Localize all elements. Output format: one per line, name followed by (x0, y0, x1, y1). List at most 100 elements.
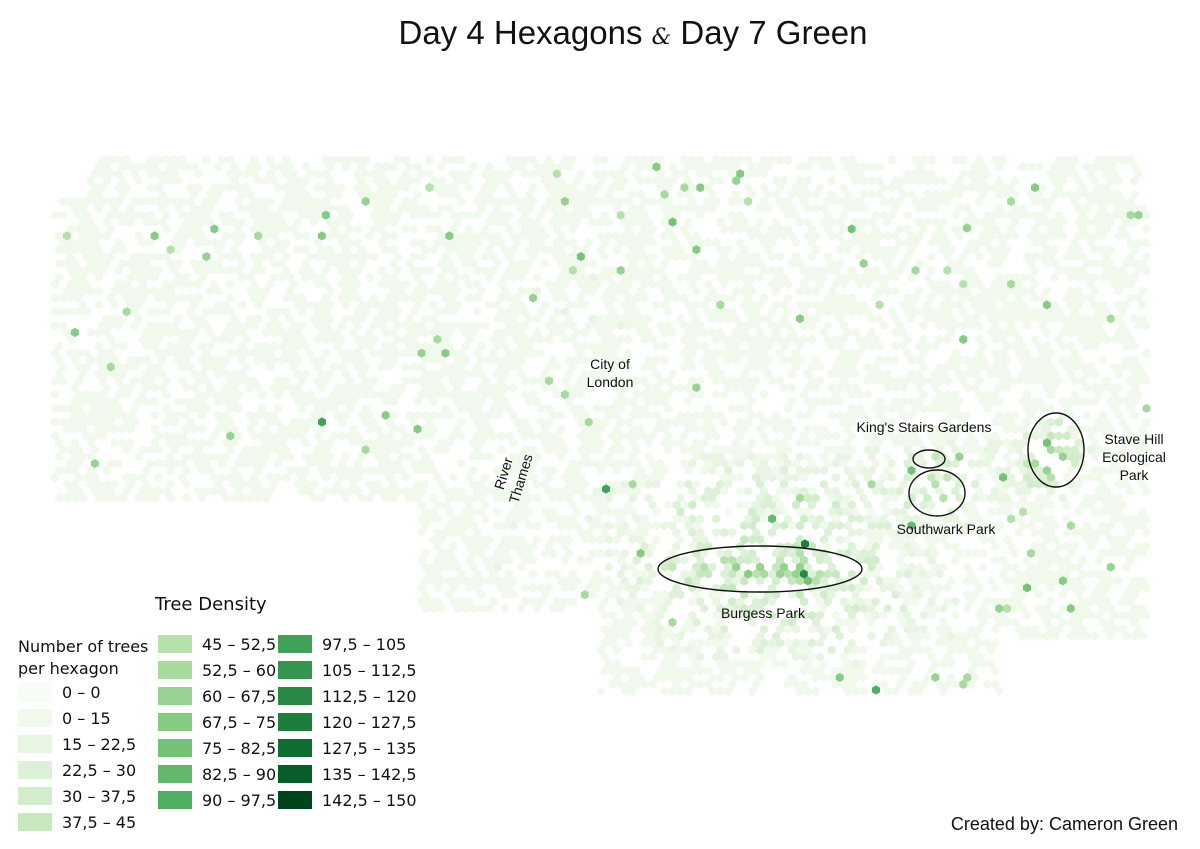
hexagon-cell (517, 162, 526, 172)
hexagon-cell (672, 555, 681, 565)
hexagon-cell (991, 362, 1000, 372)
hexagon-cell (983, 183, 992, 193)
hexagon-cell (987, 217, 996, 227)
hexagon-cell (150, 341, 159, 351)
hexagon-cell (859, 576, 868, 586)
hexagon-cell (114, 183, 123, 193)
hexagon-cell (951, 486, 960, 496)
hexagon-cell (1114, 272, 1123, 282)
hexagon-cell (509, 521, 518, 531)
hexagon-cell (501, 272, 510, 282)
hexagon-cell (433, 279, 442, 289)
hexagon-cell (780, 341, 788, 351)
hexagon-cell (624, 528, 633, 538)
hexagon-cell (859, 465, 868, 476)
hexagon-cell (967, 169, 976, 179)
hexagon-cell (660, 438, 669, 448)
hexagon-cell (397, 452, 406, 462)
hexagon-cell (1074, 189, 1083, 200)
hexagon-cell (270, 479, 279, 489)
hexagon-cell (632, 390, 641, 400)
hexagon-cell (788, 396, 796, 407)
hexagon-cell (222, 438, 231, 448)
hexagon-cell (947, 396, 956, 407)
hexagon-cell (748, 189, 757, 200)
hexagon-cell (1058, 231, 1067, 241)
hexagon-cell (130, 265, 139, 275)
hexagon-cell (453, 272, 462, 282)
hexagon-cell (640, 431, 649, 441)
hexagon-cell (720, 224, 729, 234)
hexagon-cell (525, 341, 533, 351)
hexagon-cell (831, 472, 840, 482)
hexagon-cell (190, 300, 199, 310)
hexagon-cell (437, 189, 446, 200)
hexagon-cell (995, 314, 1004, 324)
hexagon-cell (987, 438, 996, 448)
hexagon-cell (975, 155, 984, 165)
hexagon-cell (473, 541, 482, 551)
hexagon-cell (819, 217, 828, 227)
hexagon-cell (545, 472, 553, 482)
hexagon-cell (389, 162, 398, 172)
hexagon-cell (126, 300, 135, 310)
hexagon-cell (333, 479, 342, 489)
hexagon-cell (744, 417, 753, 427)
hexagon-cell (302, 272, 310, 282)
hexagon-cell (891, 438, 900, 448)
hexagon-cell (469, 465, 478, 476)
hexagon-cell (337, 417, 346, 427)
hexagon-cell (780, 452, 788, 462)
hexagon-cell (891, 286, 900, 296)
hexagon-cell (1114, 452, 1123, 462)
hexagon-cell (624, 486, 633, 496)
hexagon-cell (509, 272, 518, 282)
hexagon-cell (732, 341, 741, 351)
hexagon-cell (556, 176, 565, 186)
hexagon-cell (1035, 231, 1043, 241)
hexagon-cell (1126, 210, 1135, 220)
hexagon-cell (608, 376, 617, 386)
hexagon-cell (413, 286, 422, 296)
hexagon-cell (421, 521, 430, 531)
hexagon-cell (162, 279, 171, 289)
hexagon-cell (497, 210, 506, 220)
hexagon-cell (313, 183, 322, 193)
hexagon-cell (465, 472, 474, 482)
hexagon-cell (485, 272, 494, 282)
hexagon-cell (951, 321, 960, 331)
hexagon-cell (545, 541, 553, 551)
hexagon-cell (1007, 196, 1016, 206)
hexagon-cell (170, 348, 179, 358)
hexagon-cell (401, 376, 410, 386)
hexagon-cell (648, 390, 657, 400)
hexagon-cell (521, 500, 530, 510)
hexagon-cell (234, 403, 243, 413)
hexagon-cell (63, 286, 71, 296)
hexagon-cell (533, 245, 541, 255)
hexagon-cell (915, 590, 924, 600)
hexagon-cell (624, 293, 633, 303)
hexagon-cell (604, 217, 613, 227)
hexagon-cell (397, 424, 406, 434)
hexagon-cell (740, 258, 749, 269)
hexagon-cell (226, 265, 235, 275)
hexagon-cell (70, 479, 79, 489)
hexagon-cell (847, 638, 856, 648)
hexagon-cell (553, 321, 561, 331)
hexagon-cell (1102, 252, 1111, 262)
hexagon-cell (449, 321, 458, 331)
hexagon-cell (1039, 321, 1047, 331)
hexagon-cell (895, 321, 904, 331)
hexagon-cell (720, 610, 729, 620)
hexagon-cell (1007, 541, 1016, 551)
hexagon-cell (1074, 438, 1083, 448)
hexagon-cell (218, 459, 227, 469)
hexagon-cell (612, 479, 621, 489)
hexagon-cell (98, 169, 107, 179)
hexagon-cell (1058, 493, 1067, 503)
hexagon-cell (254, 452, 263, 462)
hexagon-cell (186, 417, 195, 427)
hexagon-cell (1082, 189, 1091, 200)
hexagon-cell (572, 383, 581, 393)
